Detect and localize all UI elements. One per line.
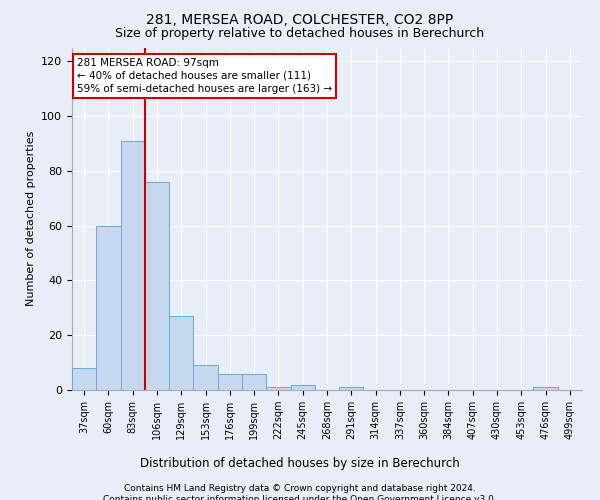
- Bar: [339, 388, 364, 390]
- Y-axis label: Number of detached properties: Number of detached properties: [26, 131, 35, 306]
- Bar: [290, 384, 315, 390]
- Bar: [169, 316, 193, 390]
- Bar: [72, 368, 96, 390]
- Text: 281 MERSEA ROAD: 97sqm
← 40% of detached houses are smaller (111)
59% of semi-de: 281 MERSEA ROAD: 97sqm ← 40% of detached…: [77, 58, 332, 94]
- Bar: [218, 374, 242, 390]
- Bar: [96, 226, 121, 390]
- Bar: [145, 182, 169, 390]
- Bar: [266, 388, 290, 390]
- Text: Size of property relative to detached houses in Berechurch: Size of property relative to detached ho…: [115, 28, 485, 40]
- Bar: [193, 366, 218, 390]
- Bar: [121, 140, 145, 390]
- Text: Distribution of detached houses by size in Berechurch: Distribution of detached houses by size …: [140, 458, 460, 470]
- Text: 281, MERSEA ROAD, COLCHESTER, CO2 8PP: 281, MERSEA ROAD, COLCHESTER, CO2 8PP: [146, 12, 454, 26]
- Bar: [533, 388, 558, 390]
- Bar: [242, 374, 266, 390]
- Text: Contains public sector information licensed under the Open Government Licence v3: Contains public sector information licen…: [103, 495, 497, 500]
- Text: Contains HM Land Registry data © Crown copyright and database right 2024.: Contains HM Land Registry data © Crown c…: [124, 484, 476, 493]
